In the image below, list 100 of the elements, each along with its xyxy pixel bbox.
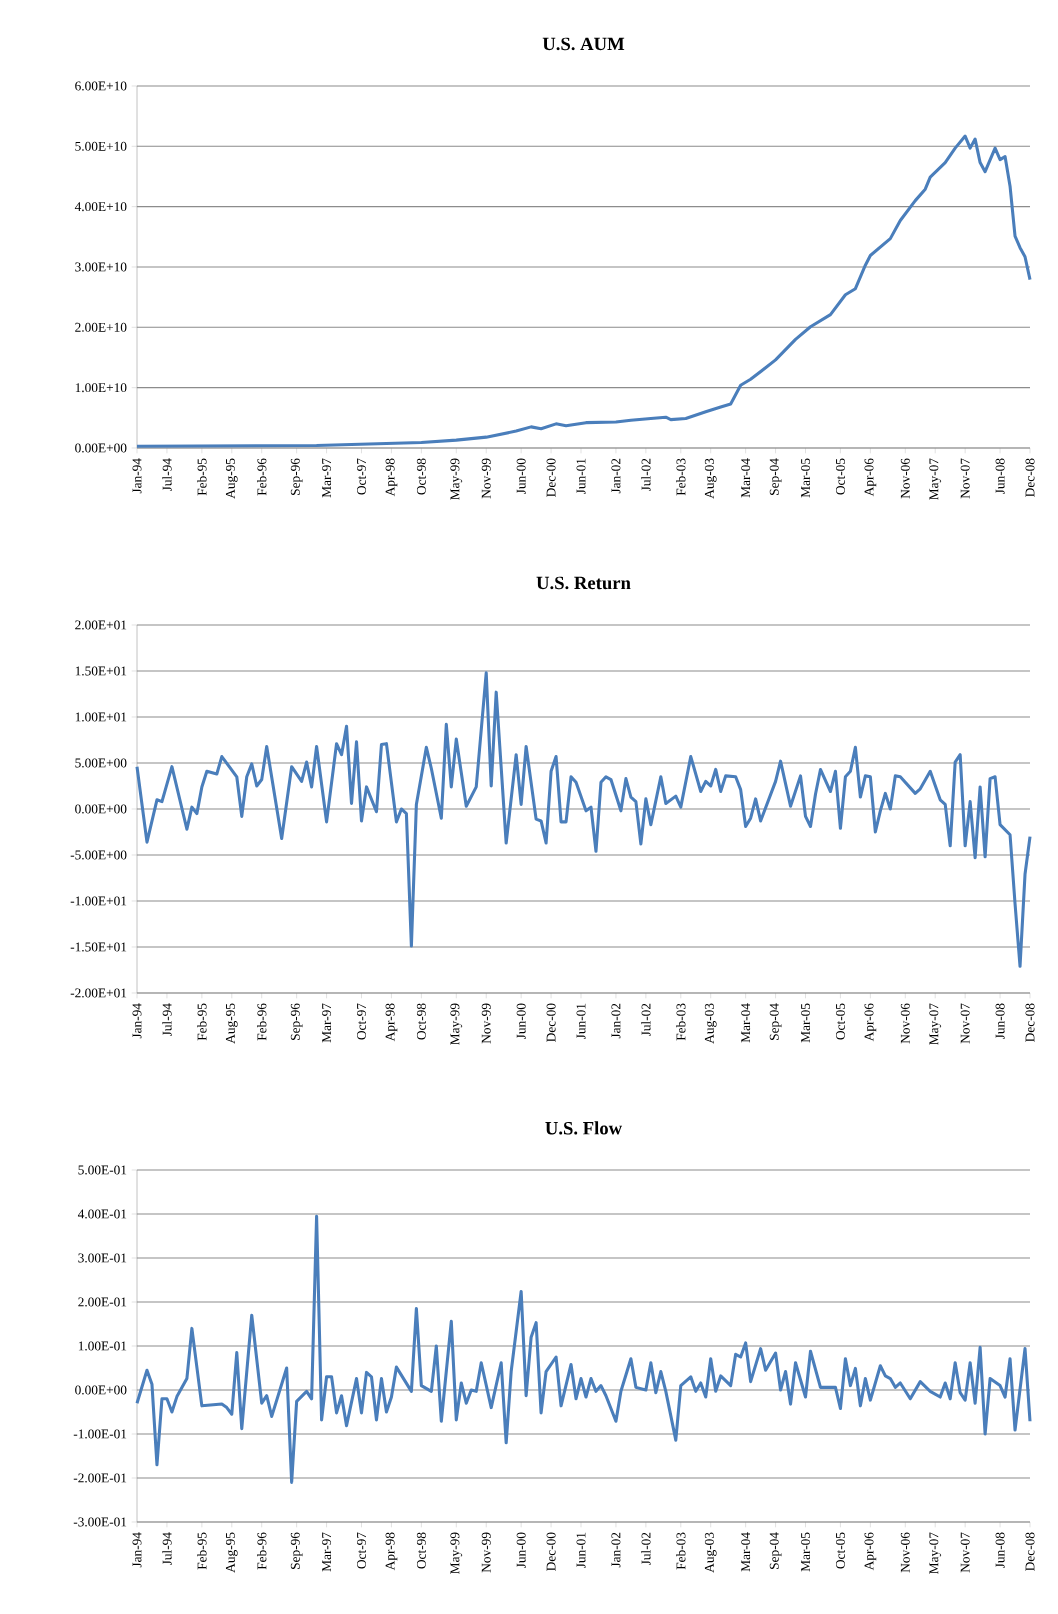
x-tick-label: Feb-96 — [257, 1532, 267, 1570]
x-tick-label: Jun-00 — [516, 1532, 526, 1569]
x-tick-label: Jun-01 — [576, 1003, 586, 1040]
x-tick-label: Nov-07 — [960, 1003, 970, 1044]
y-tick-label: 3.00E-01 — [78, 1253, 127, 1263]
x-tick-label: Nov-07 — [960, 458, 970, 499]
x-tick-label: Oct-98 — [416, 1532, 426, 1569]
x-tick-label: Mar-97 — [322, 1003, 332, 1043]
line-series — [135, 1214, 1032, 1484]
x-tick-label: May-07 — [929, 1003, 942, 1045]
y-tick-label: 0.00E+00 — [75, 1385, 127, 1395]
x-tick-label: Aug-03 — [704, 458, 717, 499]
y-tick-label: 4.00E-01 — [77, 1209, 127, 1219]
x-tick-label: Oct-05 — [835, 1003, 845, 1040]
x-tick-label: Jun-01 — [576, 458, 586, 495]
x-tick-label: May-07 — [929, 458, 942, 500]
x-tick-label: Dec-08 — [1025, 1532, 1035, 1571]
x-tick-label: Feb-03 — [676, 1532, 686, 1570]
x-tick-label: Jan-94 — [132, 458, 142, 494]
x-tick-label: Oct-05 — [835, 1532, 845, 1569]
y-tick-label: -1.00E+01 — [70, 896, 127, 906]
x-tick-label: Apr-98 — [385, 458, 398, 497]
x-tick-label: Mar-97 — [322, 458, 332, 498]
x-tick-label: Nov-06 — [900, 1532, 910, 1573]
y-tick-label: 2.00E+10 — [75, 322, 127, 332]
y-tick-label: 2.00E-01 — [78, 1297, 127, 1307]
y-tick-label: 0.00E+00 — [75, 443, 127, 453]
x-tick-label: Apr-06 — [864, 1003, 877, 1042]
x-tick-label: Sep-96 — [290, 458, 303, 495]
x-tick-label: Dec-08 — [1025, 1003, 1035, 1042]
x-tick-label: Apr-98 — [385, 1003, 398, 1042]
x-tick-label: Nov-07 — [960, 1532, 970, 1573]
x-tick-label: Feb-03 — [676, 458, 686, 496]
y-tick-label: 3.00E+10 — [75, 262, 127, 272]
x-tick-label: Sep-04 — [769, 1003, 782, 1040]
x-tick-label: Jun-08 — [995, 1532, 1005, 1569]
x-tick-label: Oct-97 — [357, 458, 366, 495]
y-tick-label: -1.00E-01 — [73, 1429, 127, 1439]
x-tick-label: Oct-05 — [835, 458, 845, 495]
y-tick-label: 5.00E-01 — [78, 1165, 127, 1175]
x-tick-label: Dec-00 — [546, 1532, 556, 1571]
x-tick-label: Jul-94 — [162, 458, 172, 492]
x-tick-label: Dec-08 — [1025, 458, 1035, 497]
x-tick-label: Jan-94 — [132, 1003, 142, 1039]
x-tick-label: Jan-02 — [611, 458, 621, 494]
y-tick-label: -2.00E+01 — [70, 988, 127, 998]
x-tick-label: Mar-04 — [741, 1532, 751, 1572]
x-tick-label: Oct-98 — [416, 1003, 426, 1040]
y-tick-label: 4.00E+10 — [74, 202, 127, 212]
x-tick-label: Nov-99 — [481, 1003, 491, 1044]
x-tick-label: Oct-97 — [357, 1532, 366, 1569]
chart-title: U.S. AUM — [542, 37, 625, 51]
x-tick-label: Apr-98 — [385, 1532, 398, 1571]
x-tick-label: Jun-00 — [516, 458, 526, 495]
y-tick-label: -3.00E-01 — [73, 1517, 127, 1527]
y-tick-label: 5.00E+00 — [75, 758, 127, 768]
x-tick-label: Aug-03 — [704, 1532, 717, 1573]
x-tick-label: Feb-03 — [676, 1003, 686, 1041]
y-tick-label: 5.00E+10 — [75, 141, 127, 151]
y-tick-label: 1.00E+10 — [75, 383, 127, 393]
x-tick-label: Jul-02 — [641, 1532, 651, 1566]
x-tick-label: Jul-02 — [641, 1003, 651, 1037]
y-tick-label: 1.50E+01 — [75, 666, 127, 676]
x-tick-label: Mar-04 — [741, 458, 751, 498]
y-tick-label: -2.00E-01 — [73, 1473, 127, 1483]
chart-title: U.S. Return — [536, 576, 631, 590]
x-tick-label: Mar-05 — [801, 1003, 810, 1043]
x-tick-label: Mar-97 — [322, 1532, 332, 1572]
x-tick-label: Aug-95 — [225, 458, 238, 499]
x-tick-label: Jan-02 — [611, 1003, 621, 1039]
x-tick-label: Jul-94 — [162, 1532, 172, 1566]
x-tick-label: Nov-06 — [900, 458, 910, 499]
x-tick-label: Dec-00 — [546, 1003, 556, 1042]
x-tick-label: Nov-99 — [481, 458, 491, 499]
x-tick-label: Feb-95 — [197, 1532, 207, 1570]
x-tick-label: Dec-00 — [546, 458, 556, 497]
x-tick-label: Mar-04 — [741, 1003, 751, 1043]
y-tick-label: 0.00E+00 — [75, 804, 127, 814]
y-tick-label: 1.00E+01 — [75, 712, 127, 722]
x-tick-label: Mar-05 — [801, 1532, 810, 1572]
x-tick-label: Jun-01 — [576, 1532, 586, 1569]
x-tick-label: Oct-97 — [357, 1003, 366, 1040]
x-tick-label: Sep-96 — [290, 1532, 303, 1569]
y-tick-label: 1.00E-01 — [78, 1341, 127, 1351]
chart-title: U.S. Flow — [545, 1121, 623, 1135]
x-tick-label: Apr-06 — [864, 1532, 877, 1571]
x-tick-label: May-99 — [450, 1003, 463, 1045]
x-tick-label: Jul-94 — [162, 1003, 172, 1037]
x-tick-label: Jun-08 — [995, 1003, 1005, 1040]
x-tick-label: Jun-00 — [516, 1003, 526, 1040]
x-tick-label: Feb-95 — [197, 1003, 207, 1041]
y-tick-label: -5.00E+00 — [70, 850, 127, 860]
x-tick-label: May-99 — [450, 1532, 463, 1574]
x-tick-label: Mar-05 — [801, 458, 810, 498]
line-series — [135, 671, 1032, 968]
x-tick-label: Feb-95 — [197, 458, 207, 496]
x-tick-label: Jul-02 — [641, 458, 651, 492]
x-tick-label: Nov-99 — [481, 1532, 491, 1573]
y-tick-label: 6.00E+10 — [75, 81, 127, 91]
x-tick-label: Jun-08 — [995, 458, 1005, 495]
